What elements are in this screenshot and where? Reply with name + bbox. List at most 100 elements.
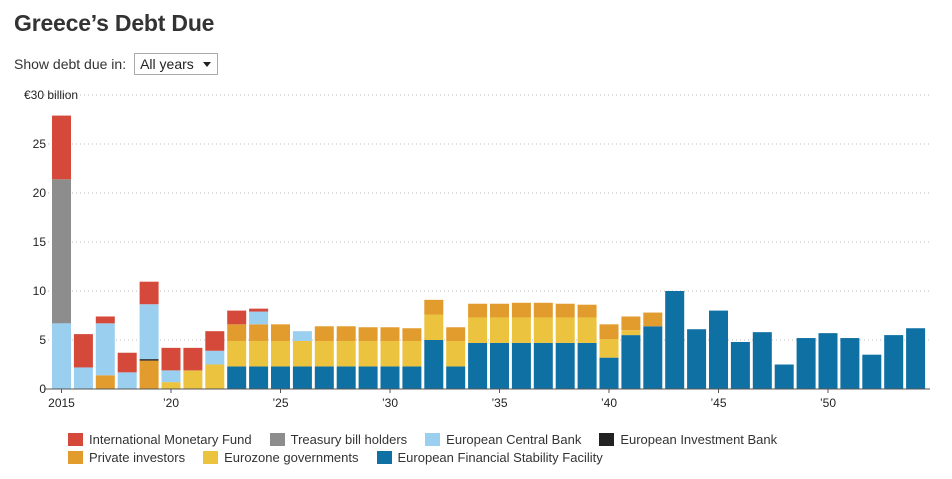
bar-segment[interactable] — [95, 316, 115, 324]
bar-segment[interactable] — [511, 302, 531, 318]
bar-segment[interactable] — [358, 340, 378, 367]
bar-segment[interactable] — [555, 317, 575, 343]
bar-segment[interactable] — [796, 338, 816, 389]
years-dropdown[interactable]: All years — [134, 53, 218, 75]
bar-segment[interactable] — [555, 303, 575, 318]
bar-segment[interactable] — [665, 291, 685, 389]
bar-segment[interactable] — [95, 323, 115, 376]
bar-segment[interactable] — [621, 335, 641, 389]
bar-segment[interactable] — [862, 354, 882, 389]
bar-segment[interactable] — [774, 364, 794, 390]
bar-segment[interactable] — [730, 341, 750, 389]
bar-segment[interactable] — [161, 382, 181, 389]
bar-segment[interactable] — [95, 375, 115, 389]
bar-segment[interactable] — [599, 324, 619, 340]
bar-segment[interactable] — [117, 352, 137, 373]
bar-segment[interactable] — [511, 317, 531, 343]
bar-segment[interactable] — [818, 333, 838, 389]
bar-segment[interactable] — [249, 311, 269, 325]
bar-segment[interactable] — [424, 314, 444, 340]
bar-segment[interactable] — [271, 340, 290, 367]
bar-segment[interactable] — [490, 303, 509, 318]
bar-segment[interactable] — [336, 326, 356, 341]
bar-segment[interactable] — [249, 366, 269, 389]
legend-item: International Monetary Fund — [68, 432, 252, 447]
bar-segment[interactable] — [52, 115, 71, 180]
x-tick-label: ’45 — [710, 396, 726, 410]
bar-segment[interactable] — [380, 327, 400, 341]
bar-segment[interactable] — [709, 310, 728, 389]
bar-segment[interactable] — [336, 340, 356, 367]
bar-segment[interactable] — [205, 364, 225, 390]
bar-segment[interactable] — [555, 342, 575, 389]
bar-segment[interactable] — [249, 308, 269, 312]
bar-segment[interactable] — [52, 323, 71, 389]
bar-segment[interactable] — [161, 347, 181, 371]
bar-segment[interactable] — [73, 367, 93, 389]
bar-segment[interactable] — [643, 326, 663, 389]
bar-segment[interactable] — [752, 332, 772, 389]
bar-segment[interactable] — [446, 366, 466, 389]
bar-segment[interactable] — [139, 359, 159, 361]
bar-segment[interactable] — [183, 370, 203, 389]
bar-segment[interactable] — [490, 342, 509, 389]
bar-segment[interactable] — [577, 342, 597, 389]
bar-segment[interactable] — [249, 340, 269, 367]
bar-segment[interactable] — [424, 340, 444, 389]
bar-segment[interactable] — [468, 303, 488, 318]
bar-segment[interactable] — [402, 366, 422, 389]
bar-segment[interactable] — [402, 328, 422, 341]
bar-segment[interactable] — [380, 366, 400, 389]
bar-segment[interactable] — [424, 299, 444, 315]
bar-segment[interactable] — [314, 326, 334, 341]
bar-segment[interactable] — [577, 317, 597, 343]
bar-segment[interactable] — [621, 316, 641, 331]
bar-segment[interactable] — [73, 334, 93, 368]
bar-segment[interactable] — [533, 317, 553, 343]
bar-segment[interactable] — [468, 317, 488, 343]
bar-segment[interactable] — [292, 366, 312, 389]
bar-segment[interactable] — [643, 312, 663, 327]
bar-segment[interactable] — [227, 324, 247, 341]
bar-segment[interactable] — [227, 310, 247, 325]
bar-segment[interactable] — [52, 179, 71, 324]
bar-segment[interactable] — [468, 342, 488, 389]
bar-segment[interactable] — [139, 281, 159, 305]
bar-segment[interactable] — [117, 372, 137, 389]
year-filter: Show debt due in: All years — [14, 53, 218, 75]
bar-segment[interactable] — [139, 304, 159, 360]
bar-segment[interactable] — [227, 340, 247, 367]
bar-segment[interactable] — [336, 366, 356, 389]
bar-segment[interactable] — [292, 340, 312, 367]
bar-segment[interactable] — [380, 340, 400, 367]
bar-segment[interactable] — [205, 331, 225, 351]
bar-segment[interactable] — [314, 366, 334, 389]
bar-segment[interactable] — [227, 366, 247, 389]
bar-segment[interactable] — [840, 338, 860, 389]
bar-segment[interactable] — [271, 366, 290, 389]
bar-segment[interactable] — [533, 302, 553, 318]
bar-segment[interactable] — [183, 347, 203, 371]
bar-segment[interactable] — [599, 357, 619, 389]
bar-segment[interactable] — [533, 342, 553, 389]
bar-segment[interactable] — [358, 366, 378, 389]
bar-segment[interactable] — [446, 340, 466, 367]
bar-segment[interactable] — [161, 370, 181, 383]
bar-segment[interactable] — [687, 329, 707, 389]
bar-segment[interactable] — [511, 342, 531, 389]
bar-segment[interactable] — [577, 304, 597, 318]
bar-segment[interactable] — [271, 324, 290, 341]
bar-segment[interactable] — [402, 340, 422, 367]
bar-segment[interactable] — [599, 339, 619, 358]
bar-segment[interactable] — [358, 327, 378, 341]
bar-segment[interactable] — [621, 330, 641, 336]
bar-segment[interactable] — [314, 340, 334, 367]
bar-segment[interactable] — [205, 350, 225, 365]
bar-segment[interactable] — [446, 327, 466, 341]
bar-segment[interactable] — [249, 324, 269, 341]
bar-segment[interactable] — [490, 317, 509, 343]
bar-segment[interactable] — [139, 360, 159, 389]
bar-segment[interactable] — [884, 335, 904, 389]
bar-segment[interactable] — [292, 331, 312, 341]
bar-segment[interactable] — [906, 328, 926, 389]
